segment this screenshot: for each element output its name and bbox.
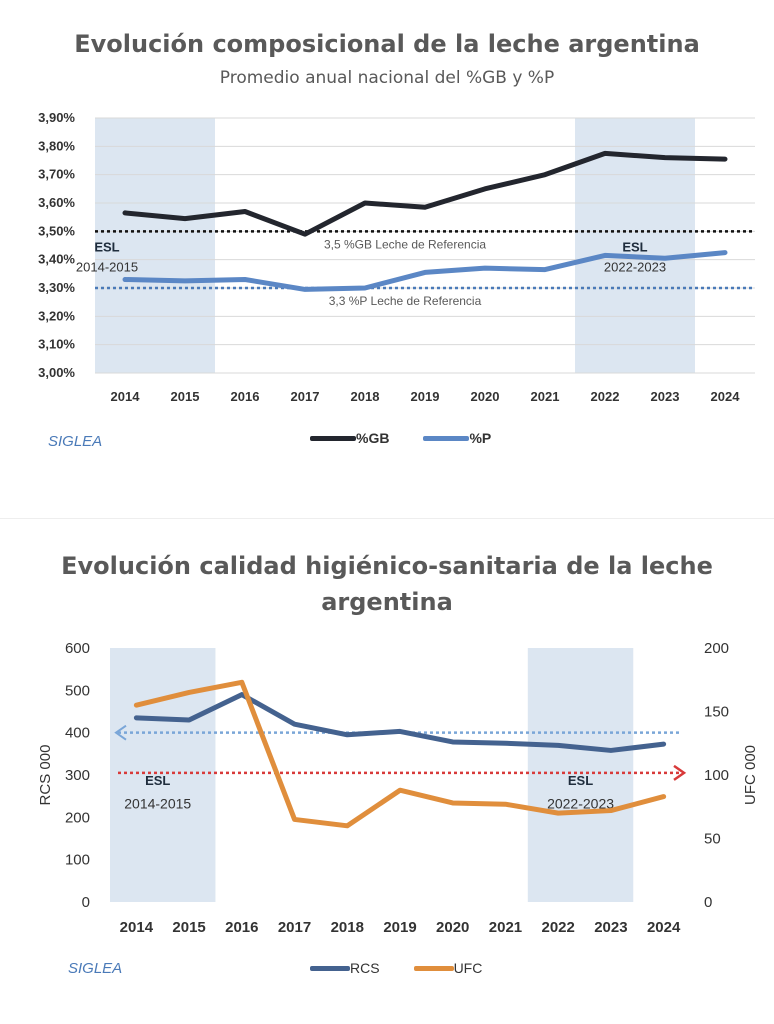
chart2-source: SIGLEA (68, 960, 123, 977)
x-tick-label: 2022 (591, 389, 620, 404)
legend-swatch-rcs (310, 965, 350, 971)
y-tick-label: 3,50% (38, 223, 75, 238)
x-tick-label: 2017 (278, 919, 311, 936)
y-tick-label-right: 150 (704, 704, 729, 721)
chart1-subtitle: Promedio anual nacional del %GB y %P (219, 68, 555, 88)
chart1-title: Evolución composicional de la leche arge… (74, 30, 700, 58)
y-tick-label: 3,40% (38, 252, 75, 267)
y-tick-label-left: 500 (65, 682, 90, 699)
shaded-label-0: ESL (94, 240, 119, 255)
y-tick-label-left: 200 (65, 809, 90, 826)
y-tick-label: 3,30% (38, 280, 75, 295)
x-tick-label: 2014 (111, 389, 141, 404)
shaded-label-1: ESL (622, 240, 647, 255)
x-tick-label: 2019 (383, 919, 416, 936)
chart2-title: Evolución calidad higiénico-sanitaria de… (61, 552, 713, 616)
legend-item-rcs: RCS (310, 960, 380, 976)
y-tick-label-right: 50 (704, 831, 721, 848)
x-tick-label: 2017 (291, 389, 320, 404)
x-tick-label: 2022 (541, 919, 574, 936)
chart1-plot: 3,00% 3,10% 3,20% 3,30% 3,40% 3,50% 3,60% 3,70%… (38, 110, 755, 404)
y-axis-title-right: UFC 000 (742, 745, 759, 805)
series-line-rcs (133, 692, 667, 753)
legend-label-ufc: UFC (453, 960, 483, 976)
x-tick-label: 2020 (436, 919, 469, 936)
reference-arrow-1 (673, 764, 687, 781)
chart2-plot: 0 100 200 300 400 500 600 0 50 100 150 200 RCS 000 UF… (37, 640, 759, 936)
series-line-gb (122, 150, 728, 237)
x-tick-label: 2014 (120, 919, 154, 936)
reference-line-label-1: 3,3 %P Leche de Referencia (329, 294, 482, 308)
shaded-sublabel-0: 2014-2015 (76, 260, 138, 275)
reference-line-label-0: 3,5 %GB Leche de Referencia (324, 237, 486, 251)
y-tick-label-left: 400 (65, 725, 90, 742)
x-tick-label: 2023 (651, 389, 680, 404)
x-tick-label: 2016 (225, 919, 258, 936)
legend-label-p: %P (469, 430, 492, 446)
x-tick-label: 2021 (489, 919, 522, 936)
y-tick-label: 3,00% (38, 365, 75, 380)
x-tick-label: 2024 (711, 389, 741, 404)
x-tick-label: 2016 (231, 389, 260, 404)
chart-divider (0, 518, 774, 519)
y-tick-label-left: 100 (65, 852, 90, 869)
x-tick-label: 2020 (471, 389, 500, 404)
series-line-ufc (133, 679, 667, 829)
y-tick-label: 3,20% (38, 308, 75, 323)
y-tick-label-left: 0 (82, 894, 90, 911)
composition-chart: Evolución composicional de la leche arge… (0, 0, 774, 490)
legend-item-p: %P (423, 430, 491, 446)
chart1-legend: %GB %P (310, 430, 491, 446)
shaded-label-1: ESL (568, 773, 593, 788)
y-axis-title-left: RCS 000 (37, 745, 54, 806)
x-tick-label: 2015 (171, 389, 200, 404)
legend-item-ufc: UFC (413, 960, 483, 976)
shaded-period-0 (95, 118, 215, 373)
y-tick-label-left: 600 (65, 640, 90, 657)
shaded-sublabel-0: 2014-2015 (124, 796, 191, 812)
series-line-p (122, 250, 728, 292)
y-tick-label-right: 0 (704, 894, 712, 911)
x-tick-label: 2015 (172, 919, 205, 936)
shaded-sublabel-1: 2022-2023 (547, 796, 614, 812)
x-tick-label: 2018 (351, 389, 380, 404)
reference-arrow-0 (114, 724, 127, 741)
x-tick-label: 2023 (594, 919, 627, 936)
legend-label-rcs: RCS (350, 960, 380, 976)
x-tick-label: 2019 (411, 389, 440, 404)
y-tick-label: 3,90% (38, 110, 75, 125)
x-tick-label: 2021 (531, 389, 560, 404)
shaded-period-1 (575, 118, 695, 373)
chart1-source: SIGLEA (48, 433, 103, 450)
y-tick-label: 3,10% (38, 337, 75, 352)
y-tick-label-left: 300 (65, 767, 90, 784)
shaded-sublabel-1: 2022-2023 (604, 260, 666, 275)
x-tick-label: 2018 (331, 919, 364, 936)
x-tick-label: 2024 (647, 919, 681, 936)
shaded-label-0: ESL (145, 773, 170, 788)
legend-label-gb: %GB (356, 430, 390, 446)
y-tick-label: 3,70% (38, 167, 75, 182)
legend-swatch-gb (310, 435, 356, 441)
y-tick-label: 3,80% (38, 138, 75, 153)
legend-item-gb: %GB (310, 430, 389, 446)
y-tick-label-right: 100 (704, 767, 729, 784)
chart2-legend: RCS UFC (310, 960, 482, 976)
shaded-period-1 (527, 648, 634, 902)
legend-swatch-ufc (413, 965, 454, 971)
y-tick-label-right: 200 (704, 640, 729, 657)
legend-swatch-p (423, 435, 470, 441)
y-tick-label: 3,60% (38, 195, 75, 210)
hygiene-chart: Evolución calidad higiénico-sanitaria de… (0, 530, 774, 1024)
